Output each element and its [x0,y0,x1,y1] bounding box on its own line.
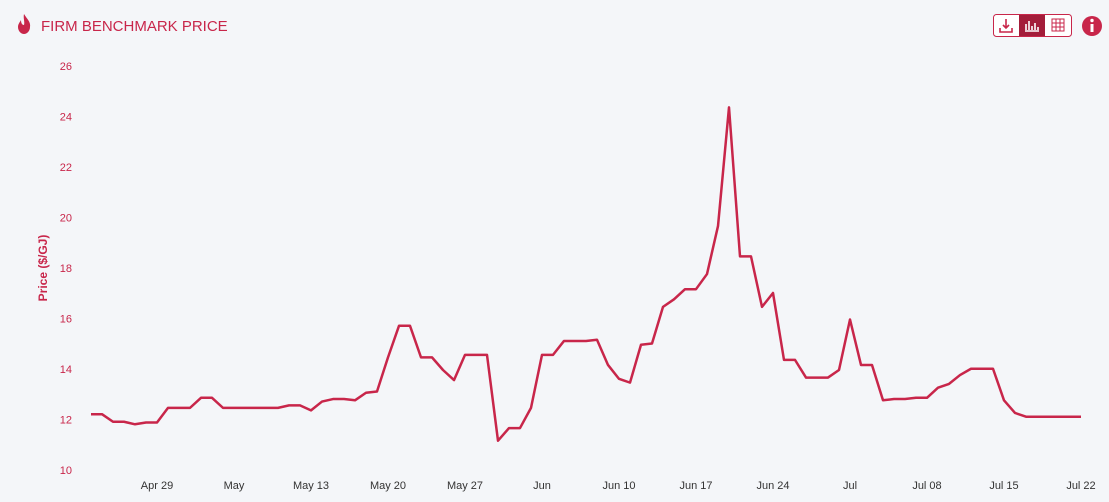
x-tick-label: Jul 15 [989,480,1018,492]
y-tick-label: 26 [60,61,72,73]
info-button[interactable] [1082,16,1102,36]
y-tick-label: 18 [60,263,72,275]
x-tick-label: Jun 17 [679,480,712,492]
chart-view-icon [1025,21,1039,32]
y-tick-label: 16 [60,313,72,325]
table-view-button[interactable] [1051,18,1065,32]
x-tick-label: Jul 22 [1066,480,1095,492]
chart-view-button[interactable] [1019,15,1045,36]
download-button[interactable] [999,19,1013,33]
y-tick-label: 12 [60,414,72,426]
y-tick-label: 20 [60,212,72,224]
x-tick-label: Apr 29 [141,480,173,492]
chart-title: FIRM BENCHMARK PRICE [41,18,228,35]
x-tick-label: Jun 24 [756,480,789,492]
x-tick-label: Jun 10 [602,480,635,492]
x-tick-label: May 20 [370,480,406,492]
x-tick-label: May [224,480,245,492]
toolbar [993,14,1072,37]
y-axis-label: Price ($/GJ) [36,235,50,302]
x-tick-label: Jun [533,480,551,492]
price-line [91,106,1081,442]
x-tick-label: May 13 [293,480,329,492]
y-tick-label: 24 [60,111,72,123]
y-tick-label: 10 [60,465,72,477]
x-tick-label: Jul 08 [912,480,941,492]
x-tick-label: Jul [843,480,857,492]
y-tick-label: 22 [60,162,72,174]
flame-icon [18,14,31,34]
x-tick-label: May 27 [447,480,483,492]
y-tick-label: 14 [60,364,72,376]
